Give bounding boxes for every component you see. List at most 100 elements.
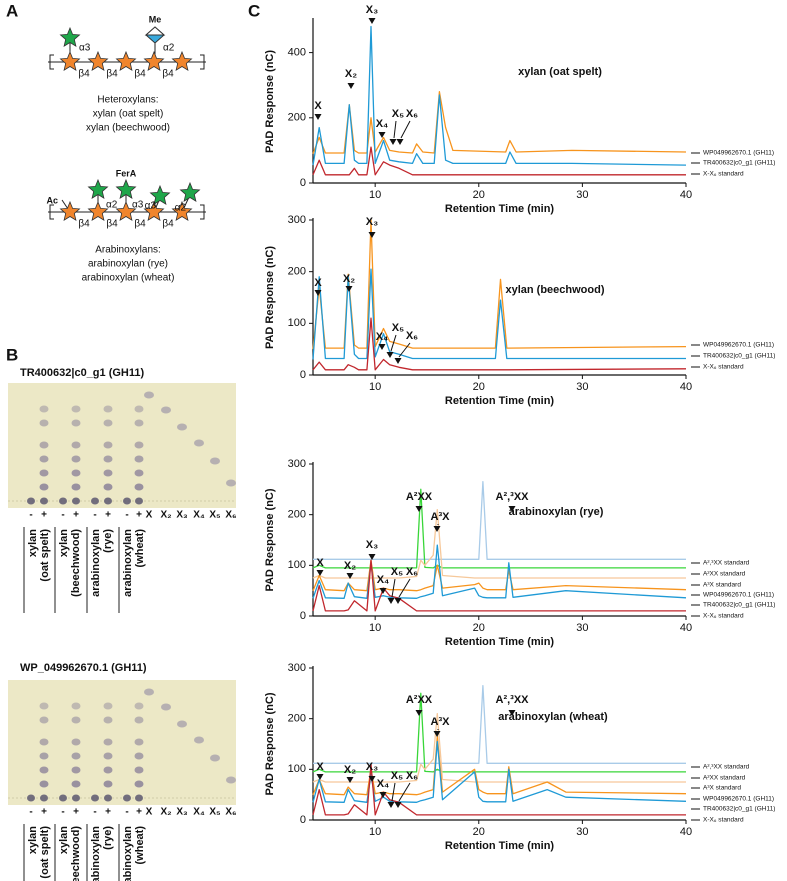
- peak-arrow: [347, 83, 355, 89]
- peak-arrow: [368, 232, 376, 238]
- bracket: [200, 204, 205, 220]
- peak-arrow: [433, 526, 441, 532]
- peak-pointer: [400, 120, 411, 139]
- legend-label: TR400632|c0_g1 (GH11): [703, 602, 775, 609]
- peak-arrow: [368, 776, 376, 782]
- linkage-label: β4: [78, 69, 90, 80]
- peak-label: X₄: [376, 118, 389, 130]
- lane-label: +: [73, 807, 79, 818]
- peak-label: X₃: [366, 216, 378, 228]
- substituent-label: Me: [149, 14, 162, 24]
- tlc-spot: [135, 497, 143, 505]
- tlc-spot: [91, 794, 99, 802]
- peak-label: X₆: [406, 566, 418, 578]
- peak-label: X₅: [392, 108, 404, 120]
- sample-label: (wheat): [134, 826, 146, 865]
- substituent-label: α2: [163, 43, 175, 54]
- lane-label: +: [105, 807, 111, 818]
- x-axis-label: Retention Time (min): [445, 395, 555, 407]
- tlc-spot: [71, 738, 81, 746]
- trace: [312, 763, 686, 816]
- tlc-spot: [123, 794, 131, 802]
- tlc-spot: [103, 405, 113, 413]
- tlc-spot: [123, 497, 131, 505]
- sugar-star: [179, 181, 201, 202]
- sugar-star: [87, 50, 109, 71]
- lane-label: +: [136, 510, 142, 521]
- panel-label: B: [6, 345, 18, 364]
- legend-label: X-X₆ standard: [703, 817, 744, 824]
- legend-label: X-X₆ standard: [703, 364, 744, 371]
- y-tick-label: 200: [288, 713, 306, 725]
- peak-label: X₄: [377, 778, 390, 790]
- trace: [312, 544, 687, 599]
- tlc-spot: [39, 419, 49, 427]
- peak-pointer: [390, 334, 397, 352]
- tlc-spot: [103, 702, 113, 710]
- x-tick-label: 20: [473, 381, 485, 393]
- x-tick-label: 40: [680, 381, 692, 393]
- tlc-spot: [144, 391, 154, 399]
- peak-arrow: [378, 344, 386, 350]
- x-axis-label: Retention Time (min): [445, 840, 555, 852]
- peak-label: X₆: [406, 770, 418, 782]
- legend-label: A³X standard: [703, 582, 741, 589]
- tlc-spot: [103, 752, 113, 760]
- y-tick-label: 200: [288, 266, 306, 278]
- legend-label: WP049962670.1 (GH11): [703, 796, 774, 803]
- tlc-spot: [134, 419, 144, 427]
- peak-label: X₃: [366, 761, 378, 773]
- y-tick-label: 100: [288, 559, 306, 571]
- substituent-label: FerA: [116, 168, 137, 178]
- lane-label: X₆: [225, 807, 236, 818]
- x-tick-label: 10: [369, 189, 381, 201]
- lane-label: -: [61, 510, 64, 521]
- x-axis-label: Retention Time (min): [445, 203, 555, 215]
- legend-label: TR400632|c0_g1 (GH11): [703, 353, 775, 360]
- chart-title: arabinoxylan (rye): [509, 506, 604, 518]
- lane-label: +: [41, 807, 47, 818]
- peak-label: X: [314, 277, 322, 289]
- substituent-label: α3: [79, 43, 91, 54]
- tlc-spot: [27, 794, 35, 802]
- sugar-star: [59, 200, 81, 221]
- tlc-spot: [39, 405, 49, 413]
- y-axis-label: PAD Response (nC): [264, 246, 276, 349]
- x-tick-label: 20: [473, 622, 485, 634]
- legend-label: A²XX standard: [703, 571, 746, 578]
- lane-label: X₂: [160, 807, 171, 818]
- sample-label: xylan: [58, 529, 70, 557]
- tlc-spot: [134, 469, 144, 477]
- sample-label: (oat spelt): [39, 529, 51, 582]
- trace: [312, 488, 686, 569]
- peak-arrow: [396, 139, 404, 145]
- tlc-spot: [71, 752, 81, 760]
- sample-label: xylan: [27, 826, 39, 854]
- y-axis-label: PAD Response (nC): [264, 692, 276, 795]
- tlc-spot: [104, 794, 112, 802]
- trace: [312, 692, 686, 773]
- peak-arrow: [379, 588, 387, 594]
- peak-label: X₆: [406, 330, 418, 342]
- sample-label: (oat spelt): [39, 826, 51, 879]
- tlc-spot: [39, 780, 49, 788]
- peak-arrow: [368, 554, 376, 560]
- tlc-spot: [103, 766, 113, 774]
- y-tick-label: 300: [288, 662, 306, 674]
- peak-label: X: [314, 100, 322, 112]
- linkage-label: β4: [162, 219, 174, 230]
- tlc-spot: [103, 483, 113, 491]
- lane-label: X₃: [176, 807, 188, 818]
- legend-label: X-X₆ standard: [703, 171, 744, 178]
- tlc-spot: [194, 736, 204, 744]
- peak-arrow: [345, 286, 353, 292]
- legend-label: TR400632|c0_g1 (GH11): [703, 806, 775, 813]
- tlc-spot: [71, 455, 81, 463]
- peak-label: X₂: [344, 764, 356, 776]
- peak-pointer: [398, 578, 411, 598]
- peak-arrow: [433, 731, 441, 737]
- tlc-spot: [39, 752, 49, 760]
- peak-pointer: [398, 342, 411, 358]
- peak-arrow: [368, 18, 376, 24]
- tlc-spot: [134, 405, 144, 413]
